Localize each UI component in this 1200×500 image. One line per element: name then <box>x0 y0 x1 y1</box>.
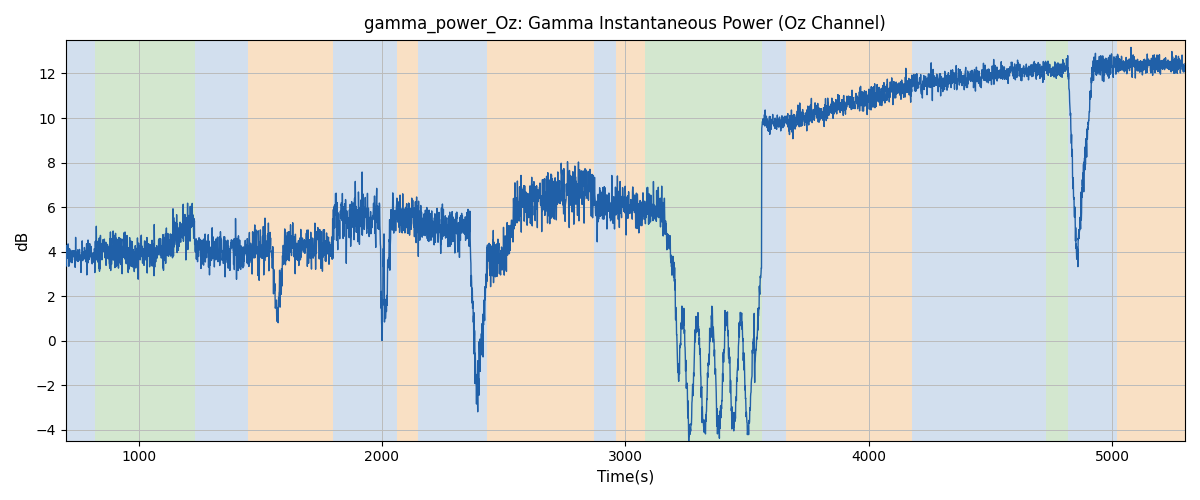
Bar <box>1117 40 1186 440</box>
Bar <box>786 40 912 440</box>
X-axis label: Time(s): Time(s) <box>596 470 654 485</box>
Bar <box>762 40 786 440</box>
Bar <box>616 40 644 440</box>
Bar <box>66 40 95 440</box>
Bar <box>95 40 194 440</box>
Bar <box>1068 40 1117 440</box>
Bar <box>1046 40 1068 440</box>
Bar <box>912 40 1046 440</box>
Bar <box>644 40 762 440</box>
Bar <box>419 40 487 440</box>
Bar <box>248 40 334 440</box>
Bar <box>487 40 594 440</box>
Title: gamma_power_Oz: Gamma Instantaneous Power (Oz Channel): gamma_power_Oz: Gamma Instantaneous Powe… <box>365 15 887 34</box>
Bar <box>194 40 248 440</box>
Y-axis label: dB: dB <box>16 230 30 250</box>
Bar <box>396 40 419 440</box>
Bar <box>594 40 616 440</box>
Bar <box>334 40 396 440</box>
